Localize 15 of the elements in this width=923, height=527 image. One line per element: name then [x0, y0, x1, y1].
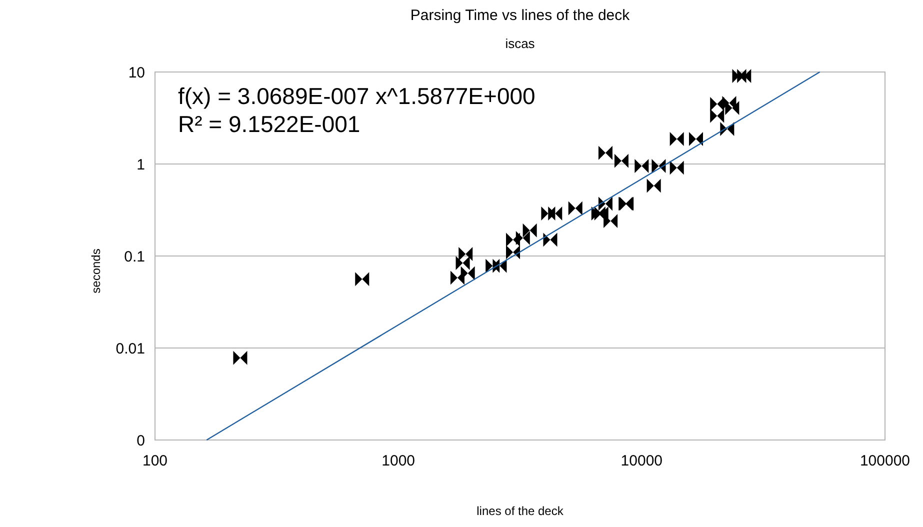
- y-tick-label: 0: [136, 432, 145, 450]
- chart-subtitle: iscas: [505, 36, 536, 51]
- x-tick-label: 100000: [860, 452, 910, 470]
- y-axis-title: seconds: [89, 248, 103, 294]
- y-tick-label: 1: [136, 156, 145, 174]
- x-tick-label: 100: [142, 452, 168, 470]
- x-tick-label: 10000: [620, 452, 663, 470]
- chart-title: Parsing Time vs lines of the deck: [410, 7, 630, 24]
- annotation: f(x) = 3.0689E-007 x^1.5877E+000: [178, 83, 536, 109]
- x-tick-label: 1000: [382, 452, 416, 470]
- y-tick-label: 10: [128, 64, 145, 82]
- y-tick-label: 0.1: [124, 248, 145, 266]
- y-tick-label: 0.01: [116, 340, 145, 358]
- annotation: R² = 9.1522E-001: [178, 111, 360, 137]
- x-axis-title: lines of the deck: [476, 504, 564, 518]
